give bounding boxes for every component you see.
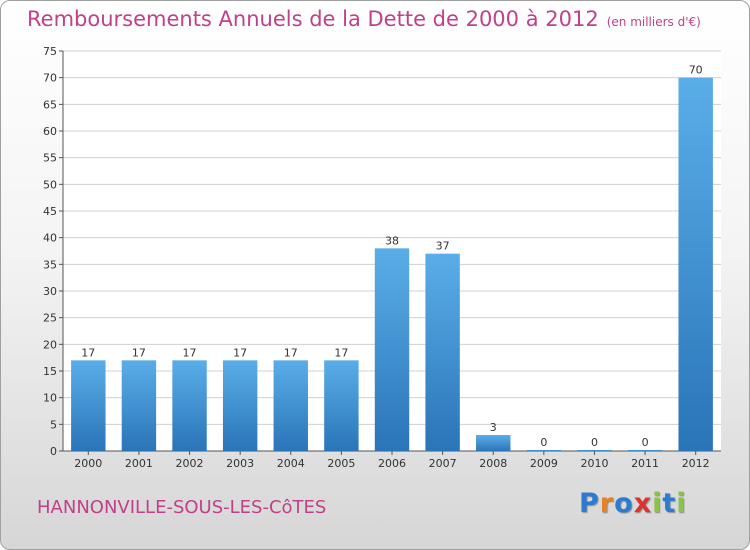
commune-name: HANNONVILLE-SOUS-LES-CôTES — [37, 497, 327, 518]
x-tick-label: 2002 — [176, 457, 204, 470]
unit-label: (en milliers d'€) — [606, 15, 701, 29]
data-label: 17 — [334, 346, 348, 359]
data-label: 17 — [233, 346, 247, 359]
bar-2006 — [374, 248, 410, 451]
y-tick-label: 60 — [43, 125, 57, 138]
logo-letter: t — [662, 488, 677, 519]
bar-2004 — [273, 360, 308, 451]
x-tick-label: 2005 — [327, 457, 355, 470]
data-label: 38 — [385, 234, 399, 247]
data-label: 70 — [689, 64, 703, 77]
y-tick-label: 25 — [43, 312, 57, 325]
x-tick-label: 2011 — [631, 457, 659, 470]
data-label: 17 — [132, 346, 146, 359]
bar-2005 — [324, 360, 359, 451]
x-tick-label: 2001 — [125, 457, 153, 470]
bar-2010 — [577, 450, 612, 451]
y-tick-label: 0 — [50, 445, 57, 458]
x-tick-label: 2012 — [682, 457, 710, 470]
y-tick-label: 65 — [43, 98, 57, 111]
logo-letter: r — [599, 488, 615, 519]
data-label: 0 — [642, 436, 649, 449]
logo-letter: o — [614, 488, 634, 519]
y-tick-label: 45 — [43, 205, 57, 218]
logo-letter: i — [676, 488, 687, 519]
data-label: 17 — [284, 346, 298, 359]
y-tick-label: 30 — [43, 285, 57, 298]
y-tick-label: 10 — [43, 392, 57, 405]
bar-2008 — [476, 435, 511, 451]
bar-2012 — [678, 77, 713, 452]
chart-title: Remboursements Annuels de la Dette de 20… — [27, 7, 701, 31]
x-tick-label: 2007 — [429, 457, 457, 470]
y-tick-label: 75 — [43, 45, 57, 58]
bar-2000 — [71, 360, 106, 451]
y-tick-label: 40 — [43, 232, 57, 245]
x-tick-label: 2003 — [226, 457, 254, 470]
x-tick-label: 2006 — [378, 457, 406, 470]
logo-letter: i — [652, 488, 663, 519]
x-tick-label: 2008 — [479, 457, 507, 470]
bar-2011 — [627, 450, 663, 451]
x-tick-label: 2000 — [74, 457, 102, 470]
x-tick-label: 2010 — [580, 457, 608, 470]
y-tick-label: 20 — [43, 338, 57, 351]
data-label: 17 — [81, 346, 95, 359]
data-label: 0 — [540, 436, 547, 449]
y-tick-label: 55 — [43, 152, 57, 165]
bar-2007 — [425, 253, 460, 451]
bar-2009 — [526, 450, 562, 451]
title-text: Remboursements Annuels de la Dette de 20… — [27, 7, 599, 31]
bar-2001 — [121, 360, 157, 451]
logo-letter: P — [579, 488, 600, 519]
data-label: 17 — [183, 346, 197, 359]
proxiti-logo: Proxiti — [579, 488, 687, 519]
y-tick-label: 50 — [43, 178, 57, 191]
x-tick-label: 2009 — [530, 457, 558, 470]
y-tick-label: 35 — [43, 258, 57, 271]
data-label: 3 — [490, 421, 497, 434]
bar-2003 — [222, 360, 258, 451]
bar-2002 — [172, 360, 207, 451]
y-tick-label: 70 — [43, 72, 57, 85]
y-tick-label: 5 — [50, 418, 57, 431]
data-label: 37 — [436, 240, 450, 253]
x-tick-label: 2004 — [277, 457, 305, 470]
logo-letter: x — [633, 488, 653, 519]
y-tick-label: 15 — [43, 365, 57, 378]
data-label: 0 — [591, 436, 598, 449]
